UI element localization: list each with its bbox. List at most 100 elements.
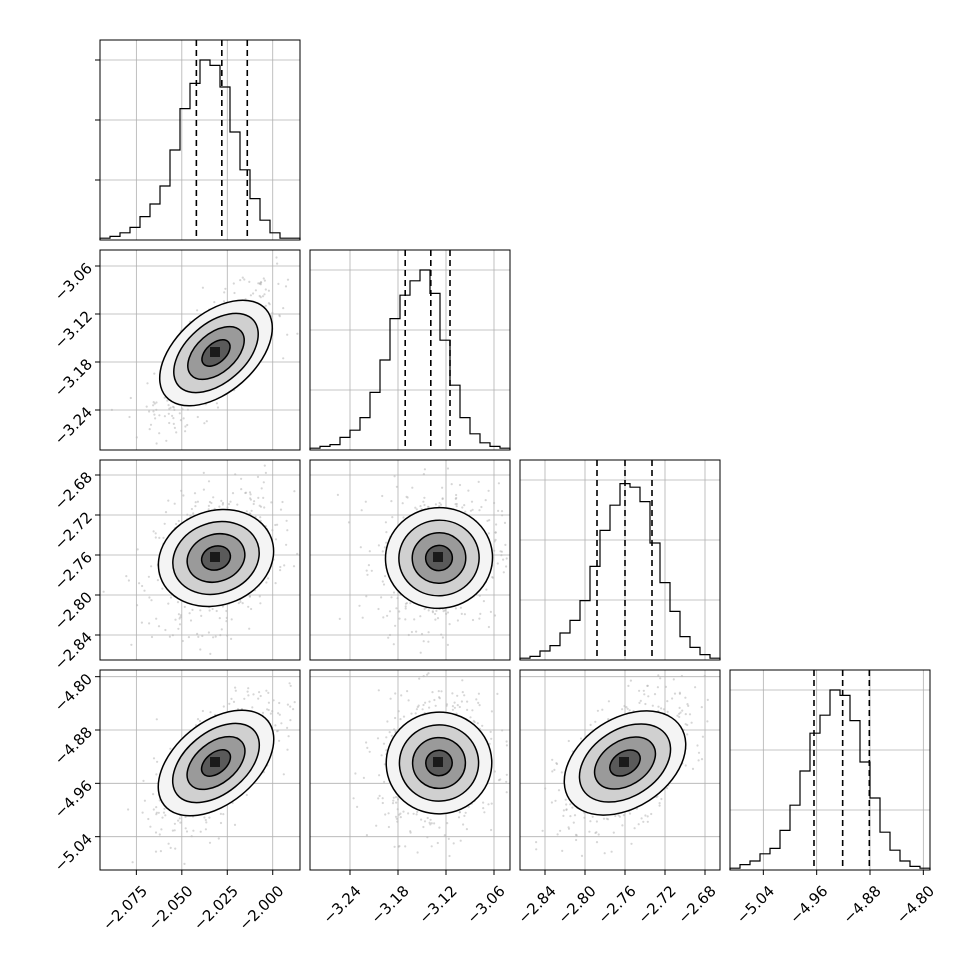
sample-point xyxy=(637,823,640,826)
y-tick-label: −2.80 xyxy=(51,588,96,633)
sample-point xyxy=(179,821,182,824)
sample-point xyxy=(625,706,628,709)
sample-point xyxy=(102,590,105,593)
sample-point xyxy=(562,809,566,812)
sample-point xyxy=(164,628,167,632)
sample-point xyxy=(203,422,206,425)
sample-point xyxy=(215,609,218,613)
sample-point xyxy=(423,503,426,507)
sample-point xyxy=(490,802,493,805)
sample-point xyxy=(207,508,210,511)
sample-point xyxy=(365,569,368,572)
sample-point xyxy=(272,699,275,702)
sample-point xyxy=(483,811,486,814)
sample-point xyxy=(478,509,481,512)
sample-point xyxy=(156,760,159,763)
sample-point xyxy=(155,617,158,620)
sample-point xyxy=(286,529,289,532)
sample-point xyxy=(179,419,182,422)
sample-point xyxy=(678,691,682,694)
sample-point xyxy=(245,510,248,513)
sample-point xyxy=(700,758,704,761)
sample-point xyxy=(383,763,386,766)
sample-point xyxy=(415,813,418,816)
sample-point xyxy=(204,828,207,831)
sample-point xyxy=(638,701,641,705)
sample-point xyxy=(469,509,472,512)
density-peak xyxy=(210,552,220,562)
sample-point xyxy=(153,372,156,375)
sample-point xyxy=(237,602,240,605)
sample-point xyxy=(424,701,427,704)
sample-point xyxy=(466,700,469,703)
sample-point xyxy=(428,821,431,824)
sample-point xyxy=(110,408,113,411)
sample-point xyxy=(380,754,383,757)
sample-point xyxy=(453,701,456,704)
density-peak xyxy=(210,757,220,767)
sample-point xyxy=(152,793,155,796)
sample-point xyxy=(573,814,577,817)
sample-point xyxy=(422,675,425,678)
sample-point xyxy=(407,812,410,815)
sample-point xyxy=(230,618,233,621)
sample-point xyxy=(382,583,386,586)
sample-point xyxy=(395,485,398,488)
sample-point xyxy=(204,818,207,822)
sample-point xyxy=(169,406,172,409)
sample-point xyxy=(479,612,482,616)
sample-point xyxy=(277,712,280,715)
sample-point xyxy=(679,711,682,714)
sample-point xyxy=(229,500,232,503)
sample-point xyxy=(407,699,410,702)
sample-point xyxy=(419,505,422,508)
sample-point xyxy=(250,509,253,512)
sample-point xyxy=(155,401,158,404)
sample-point xyxy=(209,652,212,656)
sample-point xyxy=(173,502,176,505)
sample-point xyxy=(362,776,365,780)
sample-point xyxy=(501,514,504,517)
sample-point xyxy=(434,704,437,707)
sample-point xyxy=(646,820,649,823)
x-tick-label: −2.075 xyxy=(99,882,151,934)
sample-point xyxy=(463,814,466,818)
sample-point xyxy=(187,636,190,639)
sample-point xyxy=(248,491,252,494)
sample-point xyxy=(165,439,168,442)
sample-point xyxy=(245,793,248,797)
sample-point xyxy=(555,762,558,765)
x-tick-label: −2.76 xyxy=(595,882,640,927)
sample-point xyxy=(214,635,217,638)
sample-point xyxy=(441,497,444,501)
sample-point xyxy=(208,609,211,612)
sample-point xyxy=(398,617,401,620)
sample-point xyxy=(569,803,572,806)
panel-frame xyxy=(309,669,511,871)
sample-point xyxy=(554,799,557,802)
sample-point xyxy=(243,278,246,281)
sample-point xyxy=(201,634,204,638)
sample-point xyxy=(402,715,406,718)
sample-point xyxy=(386,614,389,617)
sample-point xyxy=(163,807,166,810)
sample-point xyxy=(493,549,496,552)
sample-point xyxy=(248,627,251,630)
sample-point xyxy=(484,499,487,502)
sample-point xyxy=(465,828,468,831)
sample-point xyxy=(150,635,154,639)
sample-point xyxy=(404,618,407,621)
y-tick-label: −4.88 xyxy=(51,723,96,768)
sample-point xyxy=(249,493,252,496)
sample-point xyxy=(439,503,443,506)
sample-point xyxy=(454,607,457,610)
sample-point xyxy=(152,401,155,404)
sample-point xyxy=(175,522,178,526)
y-tick-label: −4.96 xyxy=(51,777,96,822)
sample-point xyxy=(226,634,229,637)
sample-point xyxy=(154,850,158,853)
sample-point xyxy=(392,796,395,799)
sample-point xyxy=(438,505,441,508)
sample-point xyxy=(258,504,261,507)
sample-point xyxy=(182,417,185,420)
